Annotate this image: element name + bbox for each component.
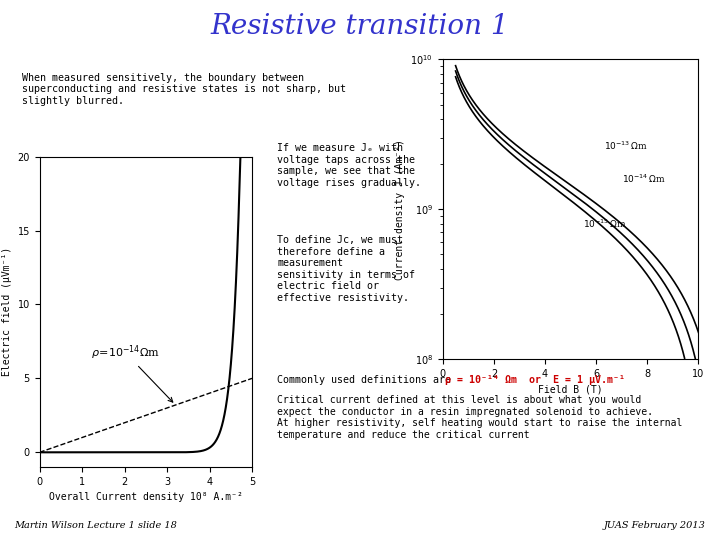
- Text: Critical current defined at this level is about what you would
expect the conduc: Critical current defined at this level i…: [277, 395, 683, 440]
- Text: When measured sensitively, the boundary between
superconducting and resistive st: When measured sensitively, the boundary …: [22, 73, 346, 106]
- Text: Commonly used definitions are: Commonly used definitions are: [277, 375, 457, 386]
- Y-axis label: Current density J (Am⁻²): Current density J (Am⁻²): [395, 139, 405, 280]
- Text: $10^{-13}\,\Omega$m: $10^{-13}\,\Omega$m: [604, 139, 647, 152]
- Text: $\rho\!=\!10^{-14}\Omega$m: $\rho\!=\!10^{-14}\Omega$m: [91, 343, 173, 402]
- Text: Resistive transition 1: Resistive transition 1: [211, 14, 509, 40]
- X-axis label: Field B (T): Field B (T): [539, 384, 603, 394]
- Text: To define Jc, we must
therefore define a
measurement
sensitivity in terms of
ele: To define Jc, we must therefore define a…: [277, 235, 415, 303]
- X-axis label: Overall Current density 10⁸ A.m⁻²: Overall Current density 10⁸ A.m⁻²: [49, 492, 243, 502]
- Y-axis label: Electric field (μVm⁻¹): Electric field (μVm⁻¹): [2, 247, 12, 376]
- Text: $10^{-14}\,\Omega$m: $10^{-14}\,\Omega$m: [622, 172, 665, 185]
- Text: JUAS February 2013: JUAS February 2013: [604, 521, 706, 530]
- Text: ρ = 10⁻¹⁴ Ωm  or  E = 1 μV.m⁻¹: ρ = 10⁻¹⁴ Ωm or E = 1 μV.m⁻¹: [445, 375, 625, 386]
- Text: Martin Wilson Lecture 1 slide 18: Martin Wilson Lecture 1 slide 18: [14, 521, 177, 530]
- Text: $10^{-15}\,\Omega$m: $10^{-15}\,\Omega$m: [583, 218, 627, 230]
- Text: If we measure Jₑ with
voltage taps across the
sample, we see that the
voltage ri: If we measure Jₑ with voltage taps acros…: [277, 143, 421, 188]
